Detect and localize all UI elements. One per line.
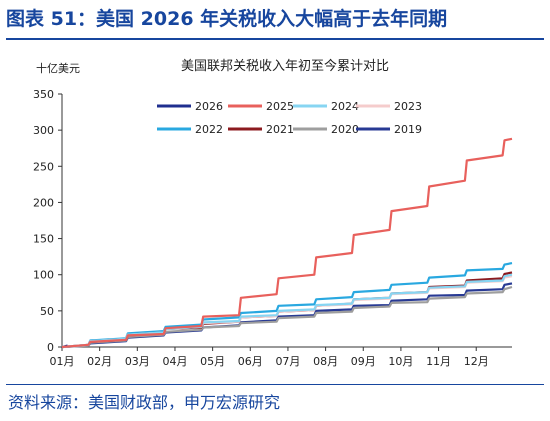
y-tick-label: 250 xyxy=(33,160,54,173)
source-note: 资料来源：美国财政部，申万宏源研究 xyxy=(8,393,281,412)
x-tick-label: 03月 xyxy=(125,355,150,368)
bottom-rule xyxy=(6,384,544,385)
x-tick-label: 07月 xyxy=(275,355,300,368)
y-tick-label: 100 xyxy=(33,269,54,282)
series-line-2025 xyxy=(61,137,513,349)
legend-label-2024: 2024 xyxy=(331,100,359,113)
y-tick-label: 150 xyxy=(33,233,54,246)
y-tick-label: 300 xyxy=(33,124,54,137)
axes: 0 50 100 150 200 250 300 350 01月 02月 03月 04月 05月 06月 0… xyxy=(33,88,512,368)
legend-label-2026: 2026 xyxy=(195,100,223,113)
legend-label-2019: 2019 xyxy=(394,123,422,136)
figure-title: 图表 51：美国 2026 年关税收入大幅高于去年同期 xyxy=(6,8,448,30)
legend-label-2021: 2021 xyxy=(266,123,294,136)
y-tick-label: 0 xyxy=(47,341,54,354)
x-tick-label: 04月 xyxy=(162,355,187,368)
legend-label-2020: 2020 xyxy=(331,123,359,136)
x-tick-label: 09月 xyxy=(351,355,376,368)
y-tick-label: 200 xyxy=(33,196,54,209)
legend-label-2025: 2025 xyxy=(266,100,294,113)
title-rule xyxy=(6,38,544,40)
x-tick-label: 10月 xyxy=(388,355,413,368)
x-tick-label: 05月 xyxy=(200,355,225,368)
y-axis-unit-label: 十亿美元 xyxy=(36,61,80,75)
legend: 2026 2025 2024 2023 2022 2021 2020 2019 xyxy=(157,100,422,136)
legend-label-2023: 2023 xyxy=(394,100,422,113)
series-line-2020 xyxy=(61,285,513,349)
x-tick-label: 06月 xyxy=(238,355,263,368)
x-tick-label: 02月 xyxy=(87,355,112,368)
series-line-2022 xyxy=(61,262,513,349)
y-tick-label: 50 xyxy=(40,305,54,318)
series-layer xyxy=(61,137,513,349)
chart-title: 美国联邦关税收入年初至今累计对比 xyxy=(181,58,389,74)
x-tick-label: 01月 xyxy=(50,355,75,368)
x-tick-label: 08月 xyxy=(313,355,338,368)
x-tick-label: 11月 xyxy=(426,355,451,368)
legend-label-2022: 2022 xyxy=(195,123,223,136)
x-tick-label: 12月 xyxy=(464,355,489,368)
y-tick-label: 350 xyxy=(33,88,54,101)
line-chart: 十亿美元 美国联邦关税收入年初至今累计对比 0 50 100 150 200 250 300… xyxy=(33,58,513,368)
